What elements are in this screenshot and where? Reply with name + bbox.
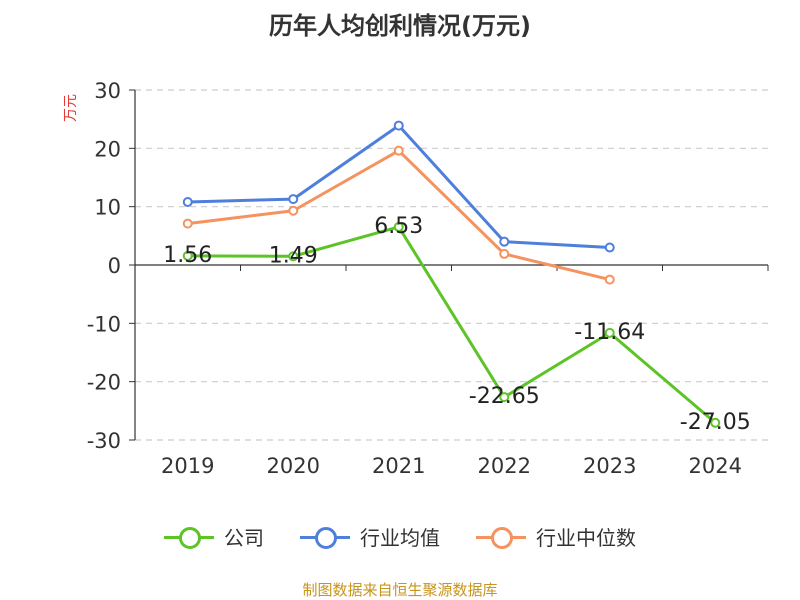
x-tick-label: 2020 bbox=[267, 454, 320, 478]
legend-item-company[interactable]: 公司 bbox=[164, 522, 264, 551]
data-label: 1.56 bbox=[163, 243, 212, 268]
data-point bbox=[604, 327, 615, 338]
legend: 公司 行业均值 行业中位数 bbox=[0, 522, 800, 551]
data-point bbox=[182, 218, 193, 229]
y-tick-label: -10 bbox=[87, 312, 121, 336]
data-point bbox=[393, 145, 404, 156]
x-tick-label: 2023 bbox=[583, 454, 636, 478]
x-tick-label: 2021 bbox=[372, 454, 425, 478]
legend-label-industry-mean: 行业均值 bbox=[360, 526, 440, 550]
data-point bbox=[710, 417, 721, 428]
data-point bbox=[499, 236, 510, 247]
data-label: -27.05 bbox=[680, 410, 751, 435]
y-tick-label: 0 bbox=[108, 254, 121, 278]
x-tick-label: 2024 bbox=[689, 454, 742, 478]
legend-label-company: 公司 bbox=[224, 526, 264, 550]
y-tick-label: 30 bbox=[94, 79, 121, 103]
data-point bbox=[604, 274, 615, 285]
chart-title: 历年人均创利情况(万元) bbox=[269, 12, 531, 40]
series-line-0 bbox=[187, 225, 717, 424]
data-label: 6.53 bbox=[374, 214, 423, 239]
data-point bbox=[499, 248, 510, 259]
legend-item-industry-mean[interactable]: 行业均值 bbox=[300, 522, 440, 551]
legend-item-industry-median[interactable]: 行业中位数 bbox=[476, 522, 636, 551]
y-tick-label: -30 bbox=[87, 429, 121, 453]
data-label: 1.49 bbox=[269, 243, 318, 268]
data-point bbox=[393, 221, 404, 232]
data-point bbox=[499, 392, 510, 403]
y-tick-label: -20 bbox=[87, 371, 121, 395]
x-tick-label: 2019 bbox=[161, 454, 214, 478]
data-label: -22.65 bbox=[469, 384, 540, 409]
data-point bbox=[182, 197, 193, 207]
legend-marker-industry-mean bbox=[300, 526, 350, 549]
data-source-note: 制图数据来自恒生聚源数据库 bbox=[302, 581, 498, 599]
x-tick-label: 2022 bbox=[478, 454, 531, 478]
legend-marker-company bbox=[164, 526, 214, 549]
data-label: -11.64 bbox=[574, 320, 645, 345]
data-point bbox=[182, 250, 193, 261]
data-point bbox=[393, 120, 404, 131]
legend-marker-industry-median bbox=[476, 526, 526, 549]
data-point bbox=[288, 194, 299, 205]
data-point bbox=[288, 251, 299, 262]
data-point bbox=[604, 242, 615, 253]
y-tick-label: 20 bbox=[94, 137, 121, 161]
data-point bbox=[288, 205, 299, 216]
y-tick-label: 10 bbox=[94, 196, 121, 220]
legend-label-industry-median: 行业中位数 bbox=[536, 526, 636, 550]
